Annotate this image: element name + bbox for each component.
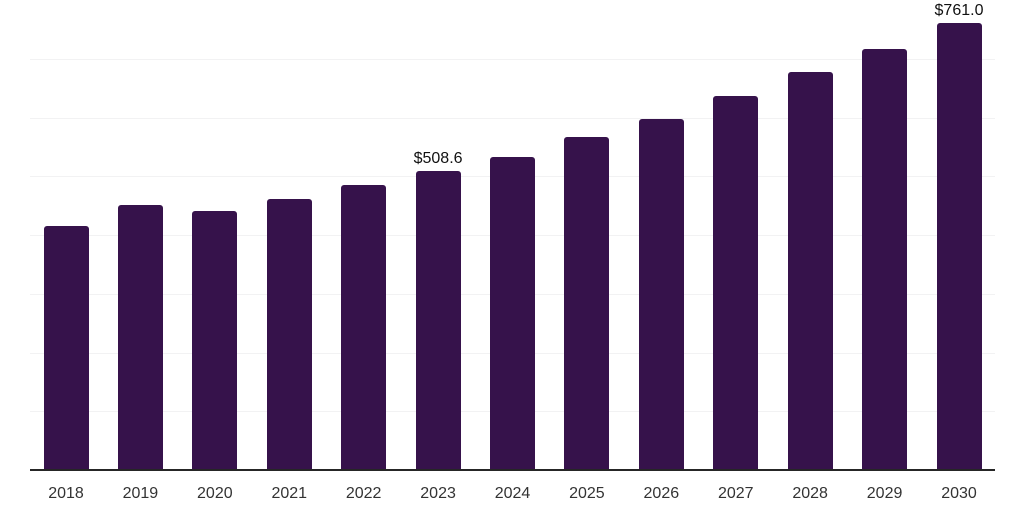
x-tick-2019: 2019 — [122, 485, 159, 502]
bar-2019 — [117, 205, 163, 470]
x-tick-2029: 2029 — [866, 485, 903, 502]
plot-area: $508.6 $761.0 — [30, 0, 995, 470]
bar-2021 — [266, 198, 312, 470]
x-tick-2020: 2020 — [197, 485, 233, 502]
bar-2030 — [936, 22, 982, 470]
gridline — [30, 58, 995, 60]
x-tick-2028: 2028 — [792, 485, 828, 502]
x-tick-2023: 2023 — [420, 485, 456, 502]
data-label-2030: $761.0 — [934, 1, 984, 19]
x-tick-2021: 2021 — [271, 485, 308, 502]
bar-2018 — [43, 225, 89, 470]
bar-2025 — [564, 136, 610, 470]
x-tick-2025: 2025 — [569, 485, 605, 502]
x-tick-2022: 2022 — [345, 485, 382, 502]
bar-2024 — [490, 156, 535, 470]
gridline — [30, 117, 995, 119]
bar-2026 — [638, 118, 684, 470]
bar-2023 — [415, 171, 461, 470]
bar-2020 — [192, 210, 238, 470]
bar-2028 — [787, 71, 833, 470]
x-tick-2024: 2024 — [494, 485, 531, 502]
bar-2022 — [341, 185, 387, 470]
x-tick-2027: 2027 — [717, 485, 754, 502]
x-tick-2018: 2018 — [48, 485, 84, 502]
x-tick-2026: 2026 — [643, 485, 680, 502]
x-axis-line — [30, 469, 995, 471]
data-label-2023: $508.6 — [413, 150, 463, 168]
bar-2027 — [713, 96, 759, 470]
bar-2029 — [862, 48, 908, 470]
x-tick-2030: 2030 — [941, 485, 977, 502]
